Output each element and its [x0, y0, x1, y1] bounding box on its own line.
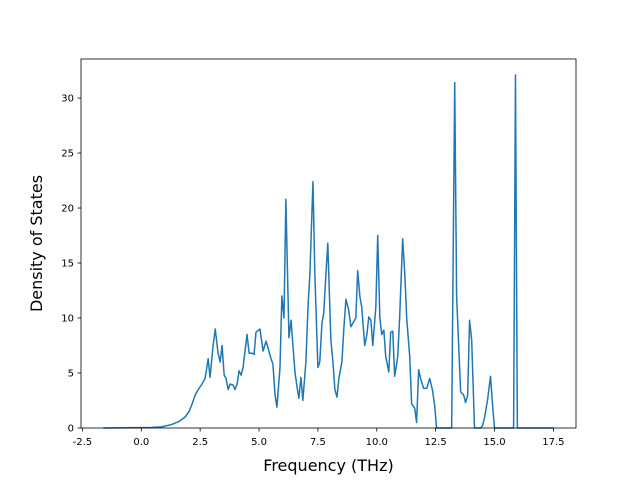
x-tick-label: 0.0 — [133, 437, 149, 448]
x-axis-label: Frequency (THz) — [263, 456, 393, 475]
y-tick-label: 25 — [61, 149, 74, 160]
y-axis-label: Density of States — [27, 175, 46, 312]
y-tick-label: 10 — [61, 314, 74, 325]
x-tick-label: 10.0 — [366, 437, 388, 448]
y-tick-label: 15 — [61, 259, 74, 270]
plot-frame — [80, 58, 577, 429]
x-tick-label: 5.0 — [251, 437, 267, 448]
x-tick-label: 17.5 — [542, 437, 564, 448]
x-tick-label: 15.0 — [483, 437, 505, 448]
line — [103, 74, 554, 429]
x-tick-label: -2.5 — [73, 437, 93, 448]
y-tick-label: 20 — [61, 204, 74, 215]
x-tick-label: 7.5 — [310, 437, 326, 448]
x-tick-label: 12.5 — [425, 437, 447, 448]
y-tick-label: 0 — [68, 424, 74, 435]
x-tick-label: 2.5 — [192, 437, 208, 448]
y-tick-label: 5 — [68, 369, 74, 380]
y-tick-label: 30 — [61, 94, 74, 105]
